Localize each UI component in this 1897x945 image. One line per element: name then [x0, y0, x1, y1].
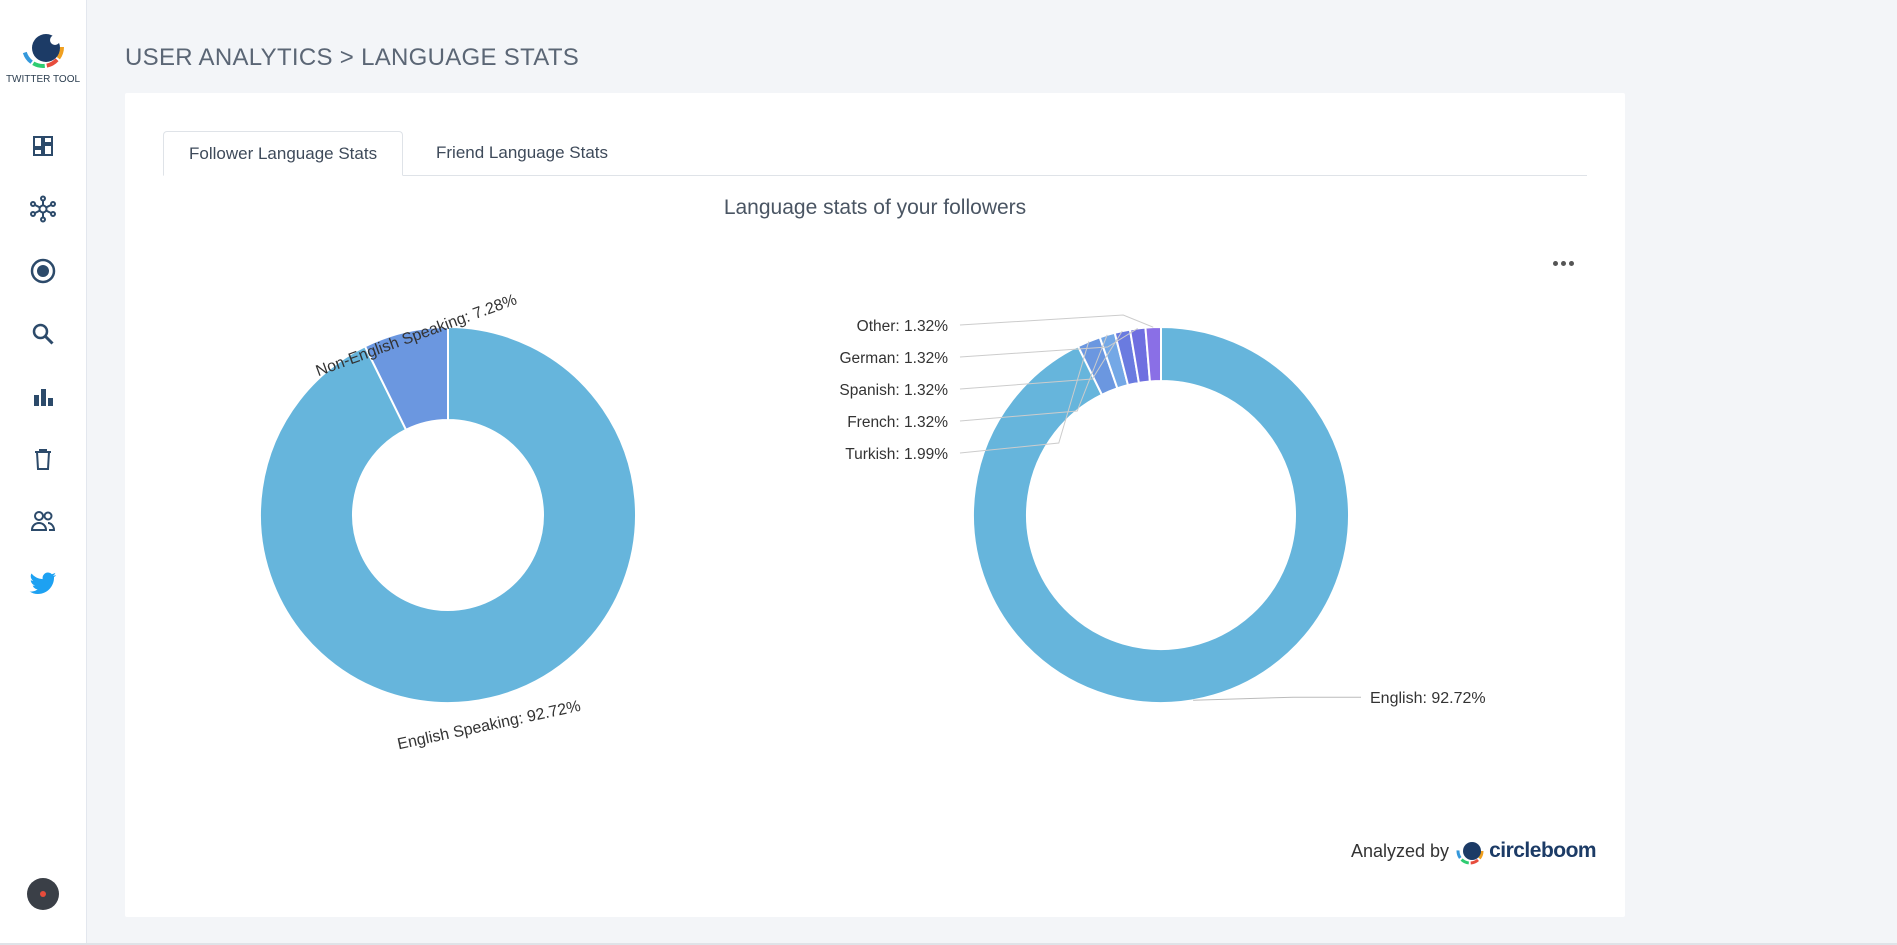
slice-english — [972, 325, 1350, 704]
slice-other — [1144, 325, 1162, 383]
circleboom-brand-icon — [1456, 837, 1484, 865]
delete-icon[interactable] — [27, 443, 59, 475]
slice-non-english-speaking — [363, 325, 449, 432]
analytics-icon[interactable] — [27, 381, 59, 413]
label-german: German: 1.32% — [839, 350, 948, 367]
analyzed-by-label: Analyzed by — [1351, 840, 1450, 861]
leader-french — [959, 334, 1108, 422]
label-english-speaking: English Speaking: 92.72% — [396, 698, 582, 753]
leader-english — [1193, 696, 1361, 701]
chart-menu-icon[interactable] — [1548, 253, 1578, 273]
tab-friend-language-stats[interactable]: Friend Language Stats — [436, 143, 609, 162]
circleboom-logo-icon — [22, 26, 64, 68]
search-icon[interactable] — [27, 318, 59, 350]
sidebar: TWITTER TOOL — [0, 0, 87, 945]
label-english: English: 92.72% — [1370, 690, 1486, 707]
leader-turkish — [959, 341, 1090, 454]
stats-card: Follower Language Stats Friend Language … — [125, 93, 1625, 917]
label-other: Other: 1.32% — [857, 318, 949, 335]
leader-german — [959, 328, 1138, 358]
bottom-divider — [0, 943, 1897, 945]
network-icon[interactable] — [27, 193, 59, 225]
label-french: French: 1.32% — [847, 414, 948, 431]
users-icon[interactable] — [27, 505, 59, 537]
chart-title: Language stats of your followers — [723, 196, 1027, 219]
twitter-icon[interactable] — [27, 568, 59, 600]
page-title: USER ANALYTICS > LANGUAGE STATS — [125, 44, 580, 71]
avatar-status-icon — [40, 891, 46, 897]
label-spanish: Spanish: 1.32% — [839, 382, 948, 399]
leader-other — [959, 314, 1154, 328]
tab-follower-language-stats[interactable]: Follower Language Stats — [163, 131, 404, 176]
brand-name[interactable]: circleboom — [1489, 839, 1597, 862]
app-logo[interactable]: TWITTER TOOL — [0, 24, 86, 85]
tab-bar: Follower Language Stats Friend Language … — [163, 131, 1587, 176]
slice-english-speaking — [259, 325, 637, 704]
label-turkish: Turkish: 1.99% — [845, 446, 948, 463]
logo-text: TWITTER TOOL — [5, 74, 81, 85]
charts-canvas: English Speaking: 92.72%Non-English Spea… — [259, 291, 1486, 753]
analyzed-by: Analyzed by circleboom — [1351, 836, 1597, 866]
leader-spanish — [959, 330, 1123, 390]
dashboard-icon[interactable] — [27, 130, 59, 162]
target-icon[interactable] — [27, 255, 59, 287]
user-avatar[interactable] — [27, 878, 59, 910]
